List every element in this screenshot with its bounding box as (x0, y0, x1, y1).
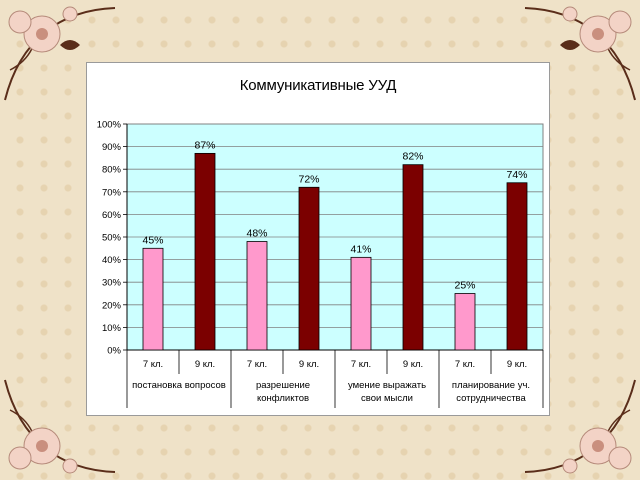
x-tick-label: 9 кл. (195, 359, 215, 370)
bar (142, 247, 164, 351)
data-label: 45% (142, 234, 163, 246)
group-label: постановка вопросов (132, 380, 226, 391)
data-label: 41% (350, 243, 371, 255)
y-tick-label: 70% (102, 187, 122, 198)
bar (402, 164, 424, 351)
y-tick-label: 50% (102, 233, 122, 244)
data-label: 87% (194, 139, 215, 151)
x-tick-label: 7 кл. (455, 359, 475, 370)
x-tick-label: 7 кл. (247, 359, 267, 370)
y-tick-label: 90% (102, 142, 122, 153)
x-tick-label: 7 кл. (351, 359, 371, 370)
data-label: 74% (506, 169, 527, 181)
bar (246, 241, 268, 351)
y-tick-label: 80% (102, 165, 122, 176)
group-label: умение выражать (348, 380, 426, 391)
bar (194, 152, 216, 351)
group-label: конфликтов (257, 393, 309, 404)
y-tick-label: 100% (97, 120, 122, 131)
bar (350, 256, 372, 351)
y-tick-label: 0% (107, 346, 121, 357)
bar (454, 293, 476, 351)
y-tick-label: 20% (102, 300, 122, 311)
data-label: 72% (298, 173, 319, 185)
group-label: свои мысли (361, 393, 413, 404)
top-right-floral-ornament (524, 6, 636, 101)
bottom-right-floral-ornament (524, 379, 636, 474)
y-tick-label: 30% (102, 278, 122, 289)
group-label: разрешение (256, 380, 310, 391)
group-label: планирование уч. (452, 380, 530, 391)
y-tick-label: 10% (102, 323, 122, 334)
y-tick-label: 60% (102, 210, 122, 221)
chart-title: Коммуникативные УУД (239, 77, 397, 94)
x-tick-label: 9 кл. (403, 359, 423, 370)
y-tick-label: 40% (102, 255, 122, 266)
chart-card: Коммуникативные УУД 0% 10% 20% 30% 40% 50% 60%… (86, 62, 550, 416)
bar (298, 186, 320, 351)
data-label: 25% (454, 280, 475, 292)
data-label: 82% (402, 151, 423, 163)
bar (506, 182, 528, 351)
x-tick-label: 9 кл. (507, 359, 527, 370)
x-tick-label: 7 кл. (143, 359, 163, 370)
data-label: 48% (246, 228, 267, 240)
bottom-left-floral-ornament (4, 379, 116, 474)
group-label: сотрудничества (456, 393, 526, 404)
top-left-floral-ornament (4, 6, 116, 101)
x-tick-label: 9 кл. (299, 359, 319, 370)
bar-chart: 0% 10% 20% 30% 40% 50% 60% 70% 80% 90% 100% 45% 7 кл… (97, 120, 544, 408)
